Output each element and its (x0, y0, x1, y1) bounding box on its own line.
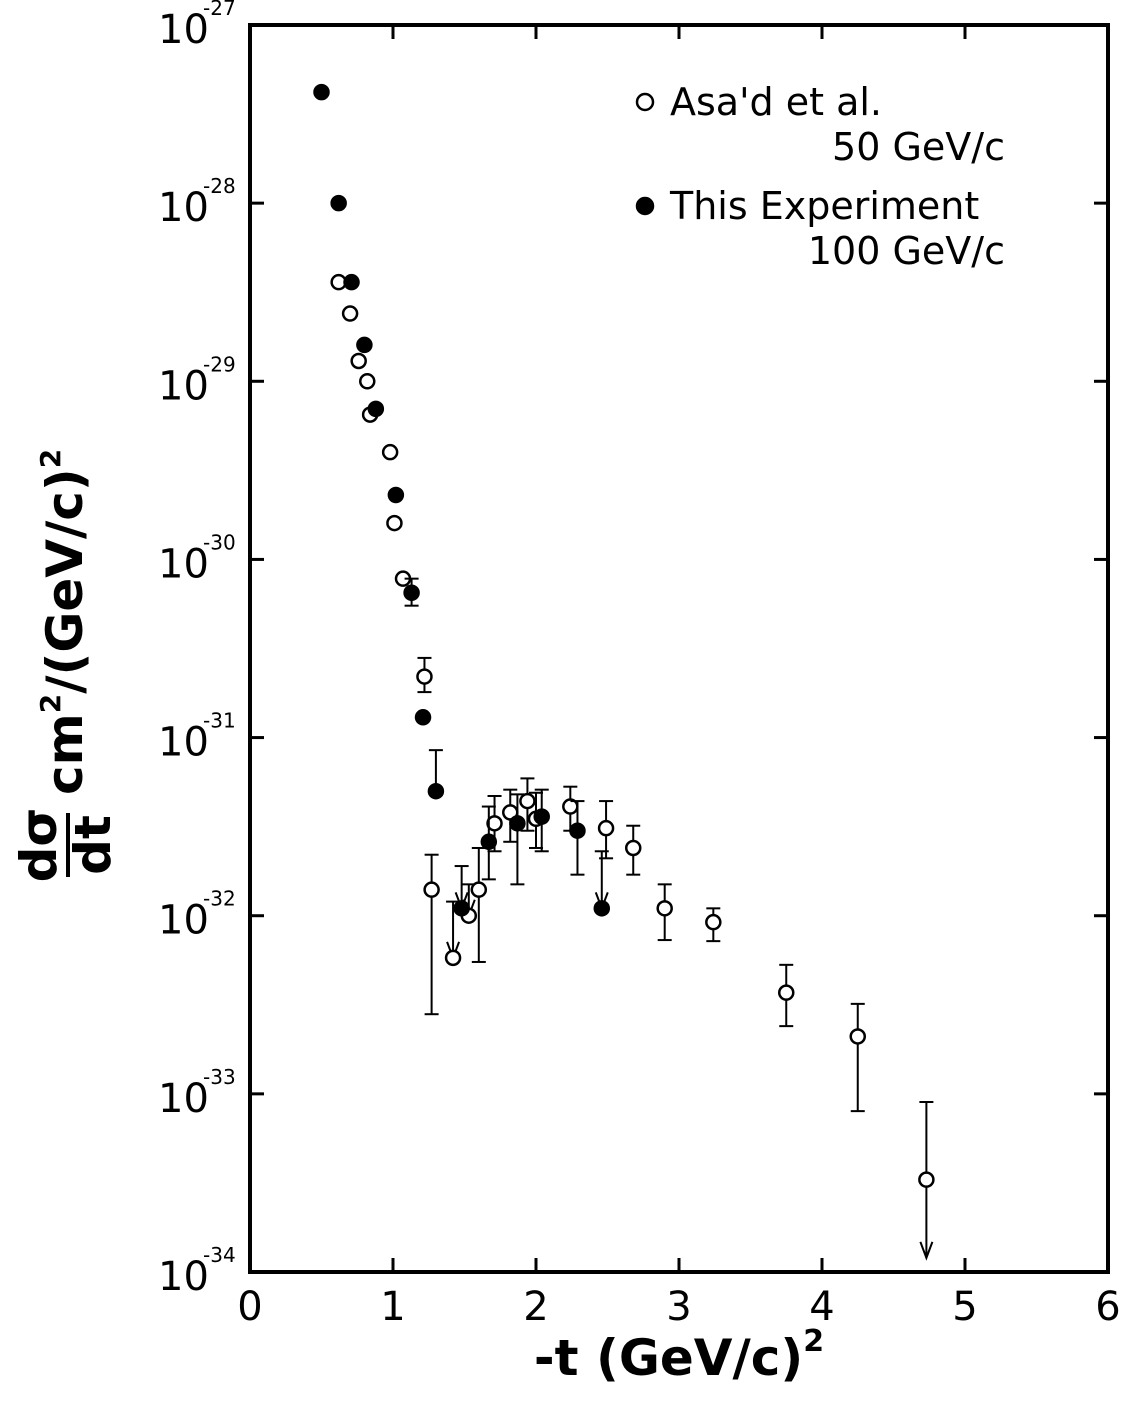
data-point-this-experiment (533, 808, 550, 825)
data-point-this-experiment (313, 83, 330, 101)
data-point-asad (486, 815, 503, 832)
y-title-frac-denominator: dt (64, 815, 122, 875)
data-point-asad (416, 668, 433, 685)
y-tick-label-base: 10 (158, 185, 209, 231)
data-point-asad (444, 949, 462, 967)
y-tick-label-base: 10 (158, 1076, 209, 1122)
data-point-asad (624, 839, 642, 857)
y-tick-label-exp: -33 (203, 1065, 236, 1089)
y-tick-label-exp: -31 (203, 709, 236, 733)
x-tick-label: 6 (1095, 1284, 1120, 1330)
data-point-asad (359, 373, 376, 390)
x-tick-label: 0 (237, 1284, 262, 1330)
legend-label: This Experiment (669, 184, 979, 228)
y-title-superscript-1: 2 (34, 694, 67, 713)
y-tick-label-base: 10 (158, 720, 209, 766)
y-tick-label-exp: -32 (203, 887, 236, 911)
y-title-superscript-2: 2 (34, 449, 67, 468)
y-tick-label-exp: -29 (203, 352, 236, 376)
y-tick-label-base: 10 (158, 363, 209, 409)
y-title-frac-numerator: dσ (10, 808, 68, 883)
legend-marker (635, 92, 655, 112)
data-point-asad (341, 305, 359, 322)
y-tick-label-base: 10 (158, 541, 209, 587)
data-point-this-experiment (593, 900, 611, 917)
y-tick-label-exp: -28 (203, 174, 236, 198)
y-tick-label-exp: -34 (203, 1243, 236, 1267)
data-point-this-experiment (356, 336, 373, 354)
data-point-this-experiment (343, 273, 360, 291)
legend-marker (635, 196, 655, 216)
x-axis-title: -t (GeV/c)2 (534, 1324, 824, 1387)
y-tick-label-base: 10 (158, 898, 209, 944)
data-point-this-experiment (330, 194, 347, 212)
legend-label-line2: 50 GeV/c (832, 125, 1005, 169)
data-point-asad (705, 913, 722, 931)
data-point-asad (470, 881, 488, 898)
data-point-this-experiment (453, 900, 470, 917)
tick-labels: 0 1 2 3 4 5 610-3410-3310-3210-3110-3010-2910-… (158, 0, 1121, 1330)
data-point-this-experiment (367, 400, 385, 418)
data-point-this-experiment (387, 486, 405, 504)
data-point-asad (849, 1028, 866, 1045)
data-point-this-experiment (403, 584, 420, 602)
data-point-asad (656, 900, 673, 917)
data-point-this-experiment (427, 782, 445, 800)
legend-label: Asa'd et al. (670, 80, 882, 124)
data-point-asad (386, 514, 403, 532)
data-point-asad (381, 443, 399, 461)
axes (248, 23, 1110, 1274)
data-point-this-experiment (414, 709, 432, 726)
data-point-asad (918, 1171, 935, 1188)
y-title-text: cm2/(GeV/c)2 (34, 449, 94, 795)
x-tick-label: 1 (380, 1284, 405, 1330)
data-point-this-experiment (480, 833, 498, 851)
data-point-this-experiment (509, 815, 526, 832)
data-point-this-experiment (569, 822, 586, 839)
data-point-asad (423, 881, 440, 898)
data-point-asad (778, 984, 795, 1001)
data-point-asad (350, 352, 367, 370)
y-tick-label-base: 10 (158, 1254, 209, 1300)
x-tick-label: 2 (523, 1284, 548, 1330)
data-marks (313, 83, 935, 1261)
y-title-text-mid: /(GeV/c) (36, 468, 94, 694)
x-tick-label: 5 (952, 1284, 977, 1330)
x-tick-label: 3 (666, 1284, 691, 1330)
data-point-asad (519, 792, 536, 810)
upper-limit-arrow (919, 1241, 934, 1261)
legend-label-line2: 100 GeV/c (808, 229, 1005, 273)
x-tick-label: 4 (809, 1284, 834, 1330)
y-tick-label-exp: -30 (203, 530, 236, 554)
y-tick-label-base: 10 (158, 7, 209, 53)
y-tick-label-exp: -27 (203, 0, 236, 20)
x-axis-title-superscript: 2 (803, 1324, 824, 1359)
data-point-asad (597, 819, 615, 837)
